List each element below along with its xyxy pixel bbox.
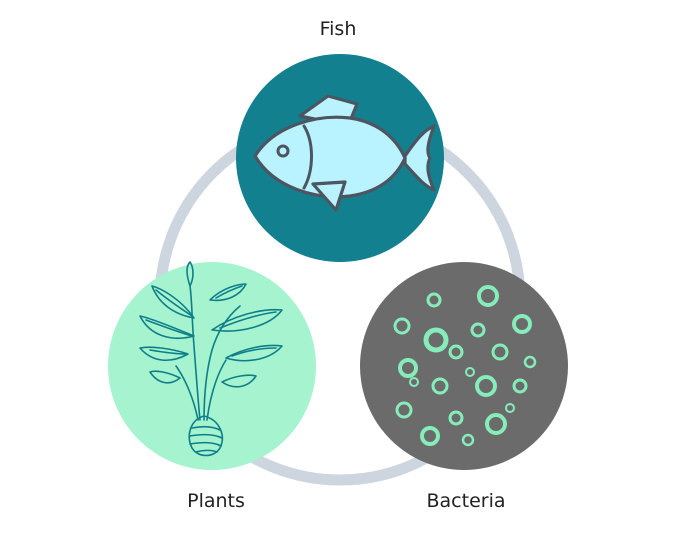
plants-node xyxy=(108,261,316,470)
bacterium-dot xyxy=(505,403,515,413)
bacterium-dot xyxy=(426,292,442,308)
plant-icon xyxy=(139,261,283,457)
bacterium-dot xyxy=(448,410,464,426)
bacterium-dot xyxy=(512,378,528,394)
bacterium-dot xyxy=(465,367,475,377)
plants-label: Plants xyxy=(187,490,245,512)
bacterium-dot xyxy=(485,413,507,435)
plants-circle xyxy=(108,262,316,470)
bacterium-dot xyxy=(448,344,464,360)
bacterium-dot xyxy=(461,433,475,447)
bacterium-dot xyxy=(491,343,509,361)
bacteria-circle xyxy=(360,262,568,470)
bacterium-dot xyxy=(475,375,497,397)
fish-node xyxy=(236,54,444,262)
bacterium-dot xyxy=(470,322,486,338)
bacteria-icon xyxy=(393,285,537,447)
bacterium-dot xyxy=(477,285,499,307)
bacterium-dot xyxy=(395,401,413,419)
fish-label: Fish xyxy=(319,18,357,40)
bacteria-label: Bacteria xyxy=(426,490,506,512)
bacterium-dot xyxy=(423,327,449,353)
bacterium-dot xyxy=(409,377,419,387)
bacterium-dot xyxy=(512,314,532,334)
bacterium-dot xyxy=(420,426,440,446)
bacterium-dot xyxy=(398,358,418,378)
bacteria-node xyxy=(360,262,568,470)
bacterium-dot xyxy=(523,355,537,369)
fish-icon xyxy=(253,94,436,212)
bacterium-dot xyxy=(393,317,411,335)
bacterium-dot xyxy=(431,377,449,395)
